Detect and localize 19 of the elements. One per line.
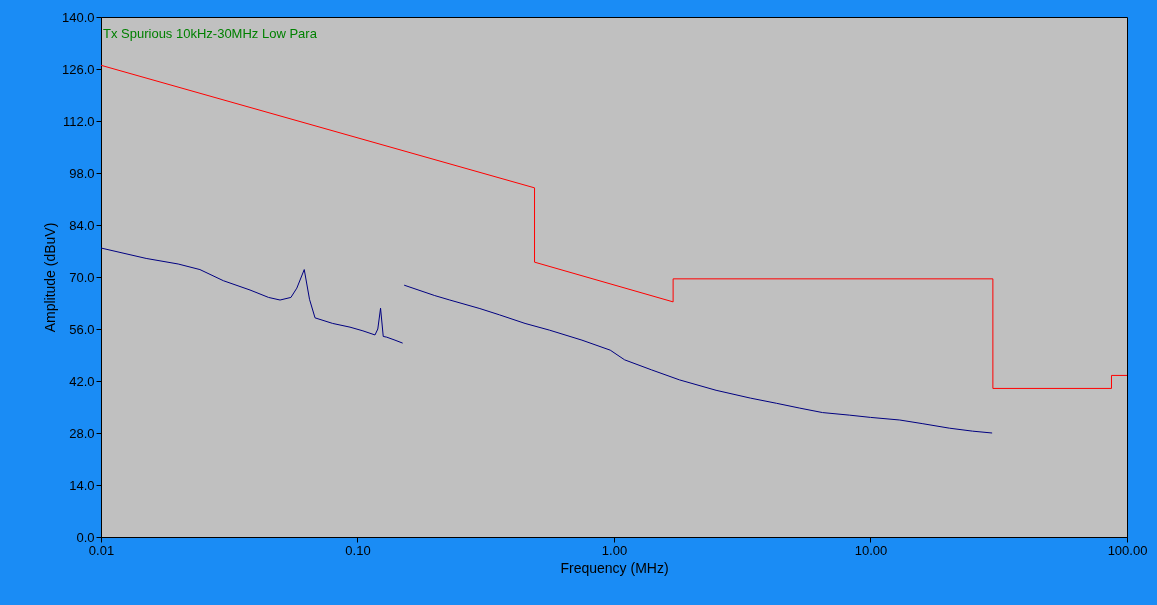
y-tick-label: 0.0 bbox=[76, 529, 95, 545]
x-tick-label: 1.00 bbox=[601, 542, 628, 558]
x-tick-label: 0.01 bbox=[88, 542, 115, 558]
y-tick-label: 56.0 bbox=[69, 321, 95, 337]
y-tick-label: 112.0 bbox=[62, 113, 95, 129]
x-axis-title: Frequency (MHz) bbox=[560, 559, 669, 576]
x-tick-label: 0.10 bbox=[345, 542, 371, 558]
y-tick-label: 28.0 bbox=[69, 425, 95, 441]
y-axis-title: Amplitude (dBuV) bbox=[41, 222, 58, 333]
y-tick-label: 84.0 bbox=[69, 217, 95, 233]
y-tick-label: 14.0 bbox=[69, 477, 95, 493]
x-tick-label: 10.00 bbox=[854, 542, 888, 558]
y-tick-label: 70.0 bbox=[69, 269, 95, 285]
y-tick-label: 126.0 bbox=[61, 61, 95, 77]
y-tick-label: 98.0 bbox=[69, 165, 95, 181]
x-tick-label: 100.00 bbox=[1107, 542, 1148, 558]
y-tick-label: 42.0 bbox=[69, 373, 95, 389]
y-tick-label: 140.0 bbox=[61, 9, 95, 25]
text: Tx Spurious 10kHz-30MHz Low Para bbox=[103, 26, 318, 41]
